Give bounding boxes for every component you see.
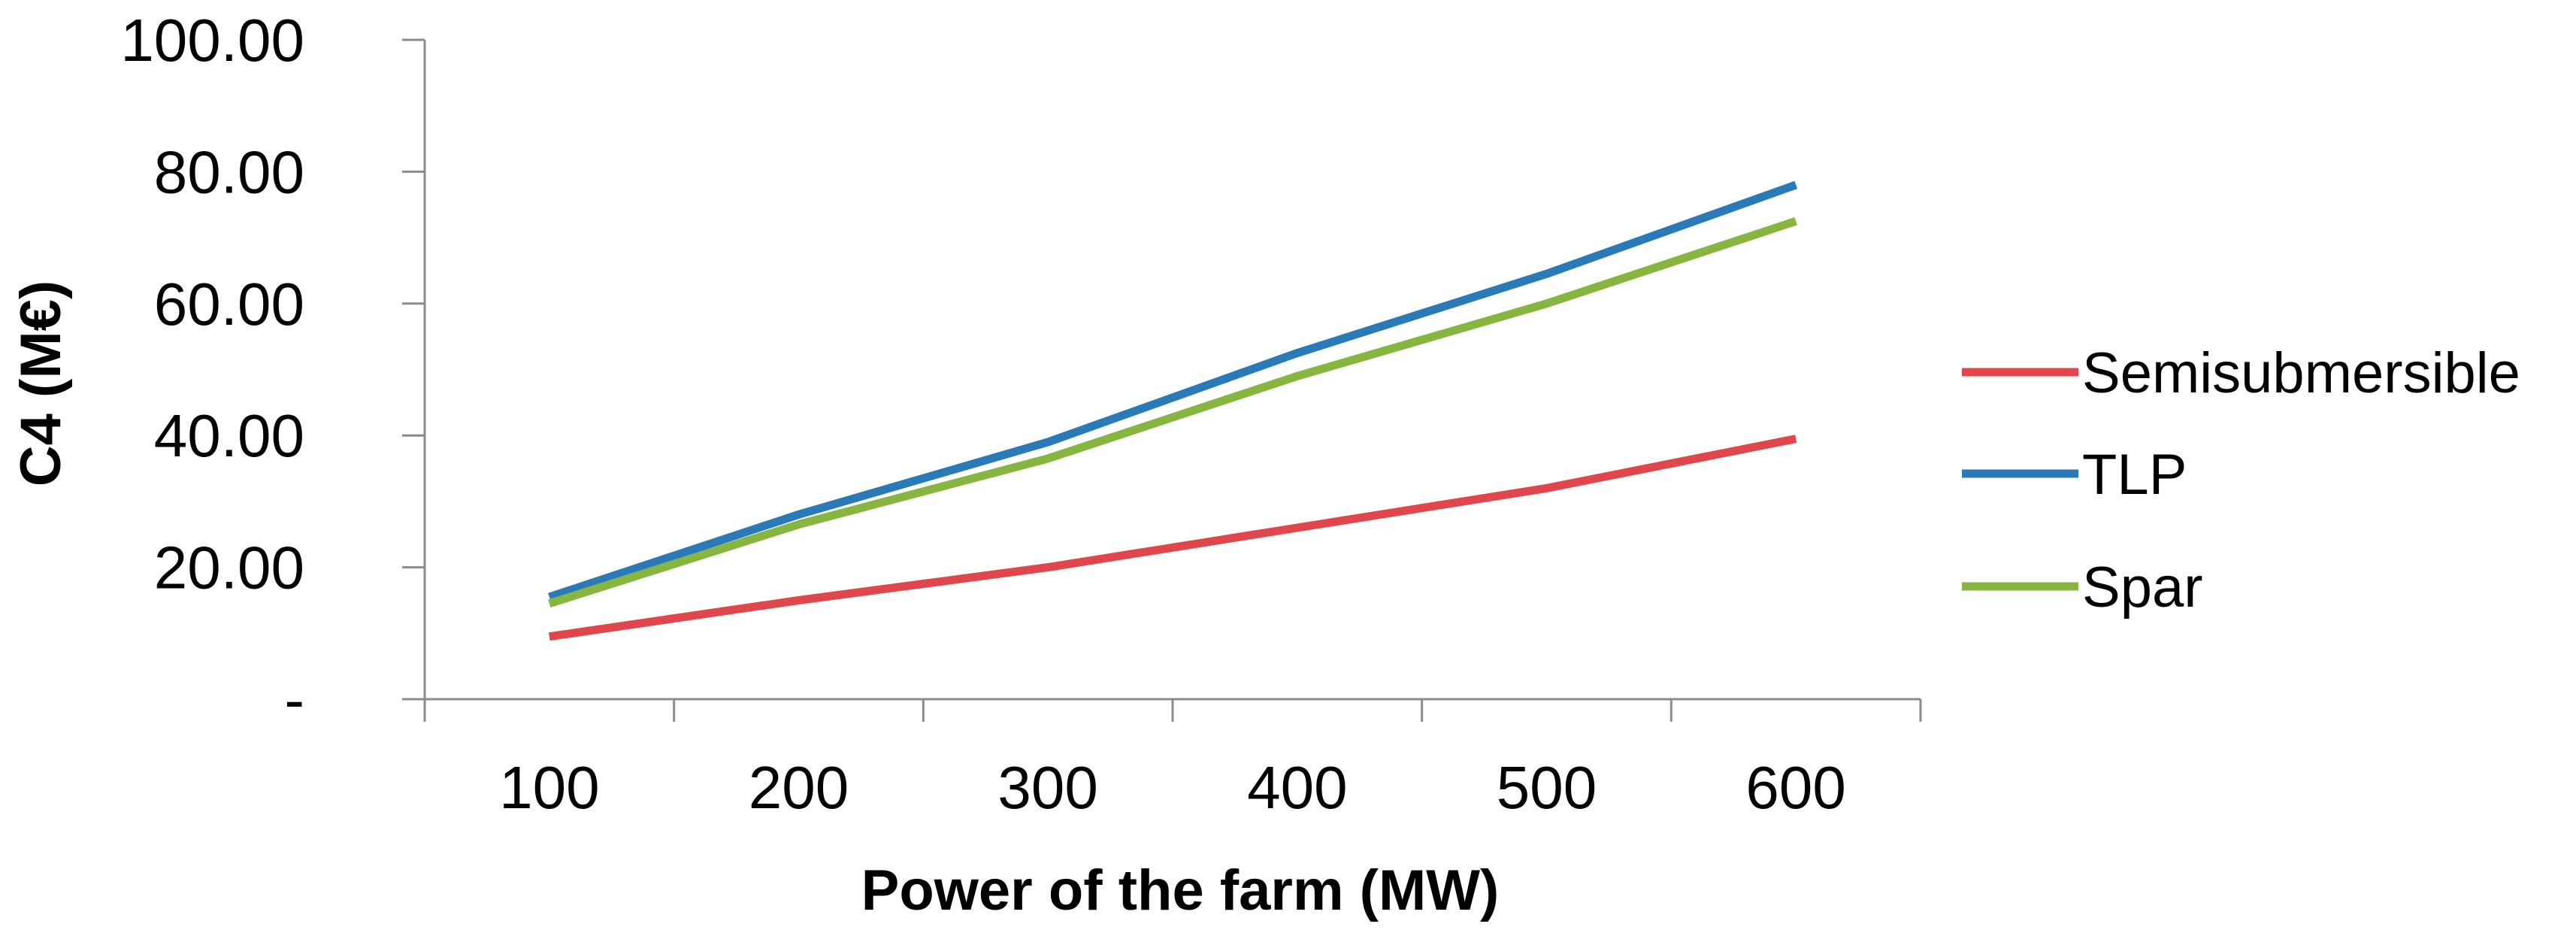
chart-legend: Semisubmersible TLP Spar <box>1962 341 2520 619</box>
x-axis-ticks: 100 200 300 400 500 600 <box>423 699 1922 821</box>
legend-label-semisubmersible: Semisubmersible <box>2082 341 2520 405</box>
y-tick-label: 60.00 <box>154 271 304 338</box>
chart-series <box>548 180 1798 641</box>
legend-label-spar: Spar <box>2082 556 2203 619</box>
y-axis-title: C4 (M€) <box>9 280 73 486</box>
y-tick-label: 20.00 <box>154 535 304 601</box>
y-tick-label: 80.00 <box>154 138 304 205</box>
x-tick-label: 600 <box>1745 754 1845 821</box>
series-line-tlp <box>548 180 1798 601</box>
legend-label-tlp: TLP <box>2082 443 2187 507</box>
x-tick-label: 100 <box>499 754 599 821</box>
x-axis-title: Power of the farm (MW) <box>861 859 1500 922</box>
series-line-semisubmersible <box>549 435 1797 641</box>
x-tick-label: 400 <box>1247 754 1347 821</box>
x-tick-label: 500 <box>1497 754 1597 821</box>
y-axis-ticks: - 20.00 40.00 60.00 80.00 100.00 <box>120 7 425 733</box>
y-tick-label: 40.00 <box>154 402 304 469</box>
x-tick-label: 300 <box>997 754 1097 821</box>
y-tick-label: - <box>284 666 304 733</box>
series-line-spar <box>548 217 1797 608</box>
y-tick-label: 100.00 <box>120 7 304 74</box>
x-tick-label: 200 <box>749 754 849 821</box>
chart-axes <box>423 40 1921 701</box>
